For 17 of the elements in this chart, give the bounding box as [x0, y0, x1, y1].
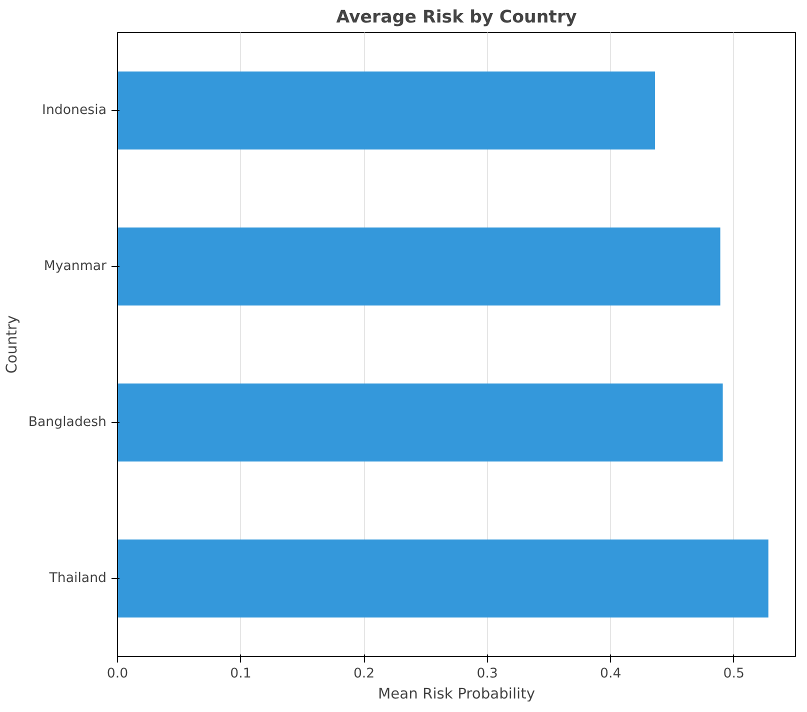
y-tick-label: Thailand	[48, 571, 107, 586]
chart-title: Average Risk by Country	[336, 8, 577, 28]
bar	[118, 228, 720, 306]
x-tick-label: 0.1	[230, 666, 252, 682]
bar	[118, 540, 768, 618]
bar	[118, 72, 655, 150]
y-tick-label: Bangladesh	[28, 415, 106, 430]
x-tick-label: 0.5	[723, 666, 744, 682]
y-axis-title: Country	[3, 315, 20, 374]
x-tick-label: 0.3	[476, 666, 498, 682]
x-tick-label: 0.0	[106, 666, 128, 682]
x-tick-label: 0.4	[600, 666, 622, 682]
y-tick-label: Myanmar	[44, 259, 108, 274]
bar	[118, 384, 723, 462]
x-tick-label: 0.2	[353, 666, 375, 682]
y-tick-label: Indonesia	[42, 103, 107, 118]
x-axis-title: Mean Risk Probability	[378, 686, 536, 702]
